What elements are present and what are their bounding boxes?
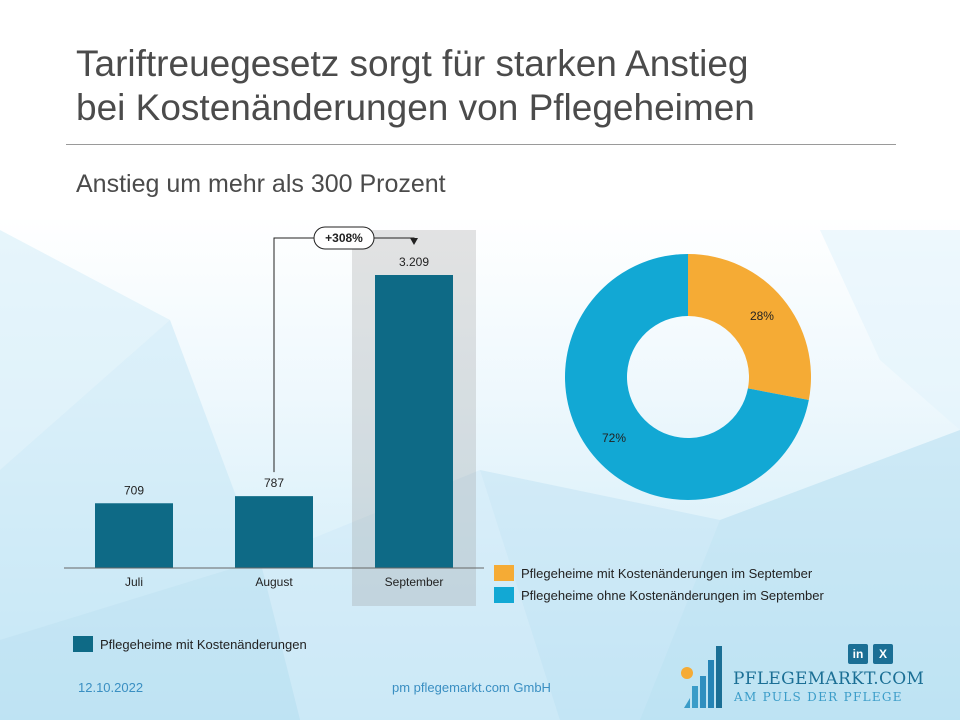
x-tick-label-august: August [255,575,293,589]
donut-legend-item-with-changes: Pflegeheime mit Kostenänderungen im Sept… [494,565,812,581]
donut-slice-without-changes [565,254,809,500]
bar-august [235,496,313,568]
x-tick-label-september: September [385,575,444,589]
bar-legend-swatch [73,636,93,652]
legend-label-with-changes: Pflegeheime mit Kostenänderungen im Sept… [521,565,813,581]
title-divider [66,144,896,145]
legend-swatch-with-changes [494,565,514,581]
x-tick-label-juli: Juli [125,575,143,589]
linkedin-icon[interactable]: in [848,644,868,664]
bar-value-label-august: 787 [264,476,284,490]
legend-label-without-changes: Pflegeheime ohne Kostenänderungen im Sep… [521,587,824,603]
growth-badge-label: +308% [325,231,363,245]
page-title: Tariftreuegesetz sorgt für starken Ansti… [76,42,896,130]
donut-slice-label-without-changes: 72% [602,431,626,445]
bar-legend-label: Pflegeheime mit Kostenänderungen [100,636,307,652]
xing-icon[interactable]: X [873,644,893,664]
bar-juli [95,503,173,568]
logo-tagline: AM PULS DER PFLEGE [734,690,903,704]
growth-connector-arrow [410,238,418,245]
donut-slice-label-with-changes: 28% [750,309,774,323]
logo-name: PFLEGEMARKT.COM [733,669,925,689]
title-line-1: Tariftreuegesetz sorgt für starken Ansti… [76,43,749,84]
title-line-2: bei Kostenänderungen von Pflegeheimen [76,87,755,128]
legend-swatch-without-changes [494,587,514,603]
growth-badge [313,226,375,250]
pflegemarkt-logo-icon [681,646,722,708]
page-subtitle: Anstieg um mehr als 300 Prozent [76,170,446,198]
bar-september [375,275,453,568]
bar-value-label-september: 3.209 [399,255,429,269]
bar-legend-item: Pflegeheime mit Kostenänderungen [73,636,307,652]
donut-slice-with-changes [688,254,812,401]
footer-date: 12.10.2022 [78,680,144,695]
donut-legend-item-without-changes: Pflegeheime ohne Kostenänderungen im Sep… [494,587,824,603]
footer-company: pm pflegemarkt.com GmbH [392,680,551,695]
bar-value-label-juli: 709 [124,483,144,497]
